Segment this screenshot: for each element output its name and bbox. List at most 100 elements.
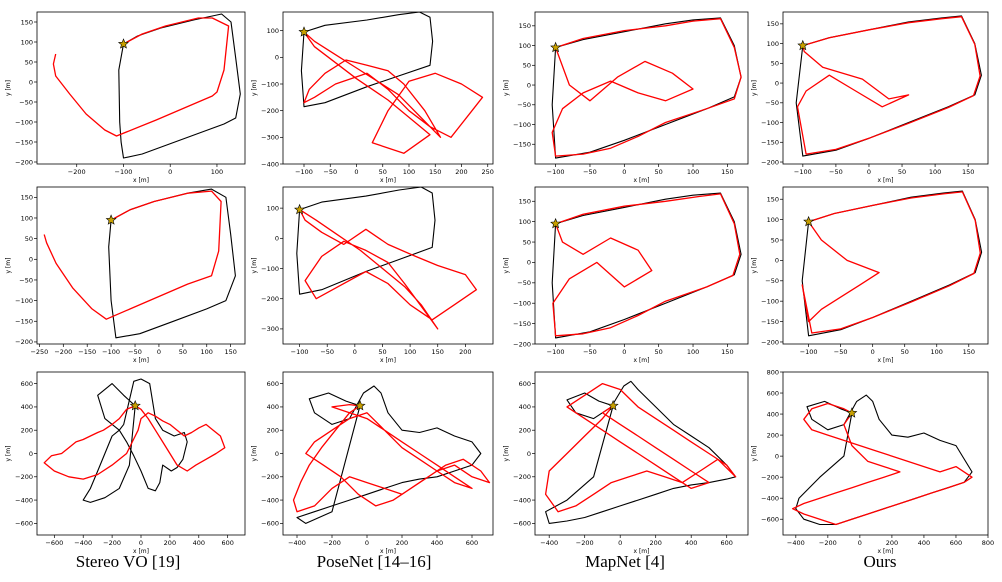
y-tick-label: −100	[761, 297, 779, 305]
x-tick-label: −600	[45, 539, 63, 547]
y-tick-label: 100	[767, 216, 779, 224]
y-axis-label: y [m]	[751, 258, 758, 274]
y-tick-label: 400	[267, 403, 279, 411]
panel-data	[292, 385, 491, 524]
panel-data	[544, 380, 737, 524]
x-tick-label: 100	[931, 348, 943, 356]
ground-truth-trajectory-line	[296, 385, 482, 524]
y-axis-label: y [m]	[5, 80, 12, 96]
y-tick-label: −600	[761, 516, 779, 524]
start-star-icon	[550, 217, 562, 229]
y-tick-label: −200	[261, 295, 279, 303]
x-tick-label: −100	[295, 168, 313, 176]
y-axis-label: y [m]	[751, 80, 758, 96]
y-tick-label: −600	[261, 520, 279, 528]
x-tick-label: −100	[547, 168, 565, 176]
y-tick-label: −400	[15, 496, 33, 504]
y-tick-label: 0	[775, 452, 779, 460]
y-axis-label: y [m]	[503, 258, 510, 274]
y-tick-label: 600	[267, 380, 279, 388]
y-axis-label: y [m]	[5, 258, 12, 274]
y-tick-label: −100	[261, 80, 279, 88]
panel-0-1: −100 −50 0 50 100 150 200 250 −400 −300 −200 −100 0 1…	[251, 11, 494, 184]
plot-frame	[36, 371, 246, 536]
x-tick-label: 600	[466, 539, 478, 547]
start-star-icon	[607, 400, 619, 411]
x-axis-label: x [m]	[133, 177, 149, 184]
x-tick-label: 600	[950, 539, 962, 547]
x-tick-label: −50	[323, 168, 337, 176]
x-tick-label: 150	[963, 348, 975, 356]
start-star-icon	[129, 400, 141, 411]
plot-frame	[782, 11, 989, 165]
x-axis-label: x [m]	[634, 357, 650, 364]
y-tick-label: 600	[519, 380, 531, 388]
estimate-trajectory-line	[303, 31, 484, 154]
y-tick-label: 100	[21, 38, 33, 46]
x-tick-label: 800	[982, 539, 994, 547]
ground-truth-trajectory-line	[801, 190, 983, 337]
estimate-trajectory-line	[43, 405, 226, 480]
y-axis-label: y [m]	[251, 258, 258, 274]
x-axis-label: x [m]	[878, 177, 894, 184]
x-tick-label: 400	[685, 539, 697, 547]
y-tick-label: 150	[21, 18, 33, 26]
y-tick-label: −600	[513, 520, 531, 528]
panel-1-1: −100 −50 0 50 100 150 200 −300 −200 −100 0 100 x [m]…	[251, 186, 494, 364]
start-star-icon	[846, 407, 858, 418]
y-tick-label: −50	[517, 279, 531, 287]
x-tick-label: 0	[871, 348, 875, 356]
y-tick-label: −400	[261, 160, 279, 168]
ground-truth-trajectory-line	[795, 394, 973, 526]
panel-data	[551, 17, 742, 159]
y-tick-label: 50	[523, 238, 531, 246]
panel-data	[801, 190, 983, 337]
y-tick-label: −200	[761, 473, 779, 481]
y-tick-label: 150	[519, 198, 531, 206]
y-tick-label: −50	[19, 276, 33, 284]
x-tick-label: −100	[794, 168, 812, 176]
plot-frame	[282, 11, 494, 165]
y-axis-label: y [m]	[503, 80, 510, 96]
y-tick-label: 150	[767, 196, 779, 204]
y-tick-label: 0	[275, 235, 279, 243]
estimate-trajectory-line	[43, 190, 222, 320]
panel-1-3: −100 −50 0 50 100 150 −200 −150 −100 −50 0 50 100 150…	[751, 186, 989, 364]
panel-data	[791, 394, 973, 526]
y-tick-label: 0	[527, 81, 531, 89]
x-tick-label: 100	[211, 168, 223, 176]
start-star-icon	[550, 41, 562, 53]
x-tick-label: −100	[102, 348, 120, 356]
y-tick-label: 200	[267, 427, 279, 435]
panel-1-2: −100 −50 0 50 100 150 −200 −150 −100 −50 0 50 100 150…	[503, 186, 749, 364]
x-tick-label: 0	[353, 348, 357, 356]
x-tick-label: 0	[622, 168, 626, 176]
x-tick-label: 600	[221, 539, 233, 547]
y-tick-label: −150	[761, 318, 779, 326]
x-tick-label: −400	[787, 539, 805, 547]
x-tick-label: −150	[78, 348, 96, 356]
x-tick-label: 0	[867, 168, 871, 176]
x-tick-label: 150	[224, 348, 236, 356]
x-axis-label: x [m]	[133, 357, 149, 364]
estimate-trajectory-line	[551, 18, 742, 157]
y-tick-label: 100	[267, 27, 279, 35]
y-tick-label: −100	[15, 118, 33, 126]
estimate-trajectory-line	[52, 17, 230, 137]
y-tick-label: 0	[29, 256, 33, 264]
y-tick-label: −150	[15, 138, 33, 146]
y-tick-label: 0	[775, 257, 779, 265]
start-star-icon	[105, 214, 117, 225]
x-tick-label: 600	[720, 539, 732, 547]
y-tick-label: −400	[261, 496, 279, 504]
estimate-trajectory-line	[544, 382, 737, 513]
x-tick-label: 0	[858, 539, 862, 547]
y-tick-label: −150	[15, 318, 33, 326]
estimate-trajectory-line	[791, 402, 973, 526]
plot-frame	[36, 186, 246, 345]
y-tick-label: −300	[261, 134, 279, 142]
y-axis-label: y [m]	[5, 446, 12, 462]
panel-0-2: −100 −50 0 50 100 150 −150 −100 −50 0 50 100 150 x [m…	[503, 11, 749, 184]
y-tick-label: −150	[513, 141, 531, 149]
x-tick-label: 0	[618, 539, 622, 547]
